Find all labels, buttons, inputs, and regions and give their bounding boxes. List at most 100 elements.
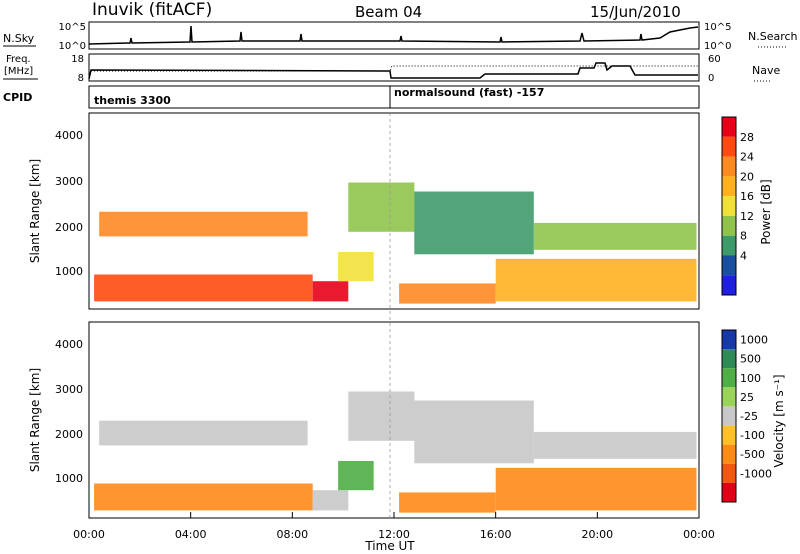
colorbar-swatch xyxy=(722,156,736,177)
nsky-panel-frame xyxy=(88,21,700,50)
velocity-heatmap-cell xyxy=(533,431,697,459)
x-axis-tick-label: 04:00 xyxy=(175,528,207,541)
freq-trace xyxy=(88,62,698,80)
colorbar-swatch xyxy=(722,330,736,350)
colorbar-tick-label: 16 xyxy=(740,190,754,203)
x-axis-tick-label: 08:00 xyxy=(276,528,308,541)
x-axis-tick-label: 16:00 xyxy=(480,528,512,541)
cpid-mode-1: themis 3300 xyxy=(94,94,171,107)
colorbar-swatch xyxy=(722,368,736,388)
power-heatmap-cell xyxy=(99,211,308,237)
velocity-ytick: 3000 xyxy=(55,383,83,396)
date-title: 15/Jun/2010 xyxy=(590,3,681,21)
freq-panel-frame xyxy=(88,53,700,82)
power-ylabel: Slant Range [km] xyxy=(28,159,42,263)
velocity-heatmap xyxy=(94,391,697,513)
colorbar-swatch xyxy=(722,425,736,445)
nave-tick-top: 60 xyxy=(708,54,721,65)
power-heatmap-cell xyxy=(399,283,496,304)
velocity-ylabel: Slant Range [km] xyxy=(28,368,42,472)
freq-label-2: [MHz] xyxy=(4,66,33,77)
x-axis-tick-label: 00:00 xyxy=(73,528,105,541)
freq-tick-top: 18 xyxy=(71,54,84,65)
velocity-heatmap-cell xyxy=(94,483,313,511)
power-heatmap-cell xyxy=(94,274,313,302)
colorbar-swatch xyxy=(722,387,736,407)
x-axis-tick-label: 00:00 xyxy=(683,528,715,541)
colorbar-swatch xyxy=(722,463,736,483)
freq-label-1: Freq. xyxy=(6,54,31,65)
colorbar-swatch xyxy=(722,482,736,502)
power-heatmap-cell xyxy=(414,191,534,255)
velocity-heatmap-cell xyxy=(99,420,308,446)
colorbar-tick-label: 4 xyxy=(740,249,747,262)
power-ytick: 1000 xyxy=(55,265,83,278)
colorbar-tick-label: 28 xyxy=(740,131,754,144)
colorbar-tick-label: -500 xyxy=(740,448,765,461)
velocity-colorbar: 1000 500 100 25 -25 -100 -500 -1000 xyxy=(721,329,772,503)
x-axis: 00:00 04:00 08:00 12:00 16:00 20:00 00:00 xyxy=(73,512,715,541)
velocity-ytick: 2000 xyxy=(55,428,83,441)
power-heatmap-cell xyxy=(495,258,697,302)
colorbar-frame xyxy=(721,116,737,296)
colorbar-swatch xyxy=(722,444,736,464)
power-panel: Slant Range [km] 4000 3000 2000 1000 28 2… xyxy=(28,112,773,310)
colorbar-tick-label: -100 xyxy=(740,429,765,442)
colorbar-tick-label: 20 xyxy=(740,170,754,183)
colorbar-tick-label: -25 xyxy=(740,410,758,423)
power-ytick: 3000 xyxy=(55,175,83,188)
colorbar-swatch xyxy=(722,117,736,137)
colorbar-swatch xyxy=(722,406,736,426)
colorbar-tick-label: 12 xyxy=(740,210,754,223)
cpid-mode-2: normalsound (fast) -157 xyxy=(394,86,544,99)
velocity-cbar-label: Velocity [m s⁻¹] xyxy=(772,374,786,467)
colorbar-swatch xyxy=(722,176,736,197)
nsky-tick-bottom: 10^0 xyxy=(59,41,86,52)
velocity-heatmap-cell xyxy=(495,467,697,511)
velocity-heatmap-cell xyxy=(338,461,374,491)
power-heatmap-cell xyxy=(348,182,415,232)
beam-title: Beam 04 xyxy=(355,3,422,21)
nave-label: Nave xyxy=(752,64,780,77)
x-axis-tick-label: 20:00 xyxy=(581,528,613,541)
power-cbar-label: Power [dB] xyxy=(759,179,773,244)
x-axis-label: Time UT xyxy=(364,539,415,553)
nsky-tick-top: 10^5 xyxy=(59,22,86,33)
colorbar-tick-label: 24 xyxy=(740,151,754,164)
colorbar-tick-label: 1000 xyxy=(740,334,768,347)
nsearch-label: N.Search xyxy=(748,30,798,43)
power-ytick: 4000 xyxy=(55,129,83,142)
velocity-heatmap-cell xyxy=(312,490,349,511)
velocity-heatmap-cell xyxy=(414,400,534,464)
colorbar-swatch xyxy=(722,235,736,256)
velocity-ytick: 1000 xyxy=(55,472,83,485)
nsky-label: N.Sky xyxy=(3,32,35,45)
cpid-label: CPID xyxy=(3,91,32,104)
power-colorbar: 28 24 20 16 12 8 4 xyxy=(721,116,754,296)
nave-tick-bottom: 0 xyxy=(708,73,714,84)
nsearch-tick-bottom: 10^0 xyxy=(704,41,731,52)
colorbar-swatch xyxy=(722,136,736,157)
station-title: Inuvik (fitACF) xyxy=(92,0,212,20)
cpid-panel-frame xyxy=(88,85,700,109)
power-heatmap xyxy=(94,182,697,304)
power-panel-frame xyxy=(88,112,700,310)
colorbar-swatch xyxy=(722,215,736,236)
colorbar-tick-label: 100 xyxy=(740,372,761,385)
nsky-trace xyxy=(88,25,699,45)
colorbar-swatch xyxy=(722,196,736,216)
colorbar-frame xyxy=(721,329,737,503)
colorbar-swatch xyxy=(722,275,736,295)
colorbar-tick-label: 500 xyxy=(740,353,761,366)
velocity-heatmap-cell xyxy=(399,492,496,513)
velocity-heatmap-cell xyxy=(348,391,415,441)
colorbar-tick-label: 25 xyxy=(740,391,754,404)
power-heatmap-cell xyxy=(312,281,349,302)
velocity-panel: Slant Range [km] 4000 3000 2000 1000 100… xyxy=(28,321,786,519)
power-ytick: 2000 xyxy=(55,221,83,234)
x-axis-tick-label: 12:00 xyxy=(378,528,410,541)
freq-tick-bottom: 8 xyxy=(78,73,84,84)
colorbar-swatch xyxy=(722,255,736,276)
velocity-ytick: 4000 xyxy=(55,338,83,351)
